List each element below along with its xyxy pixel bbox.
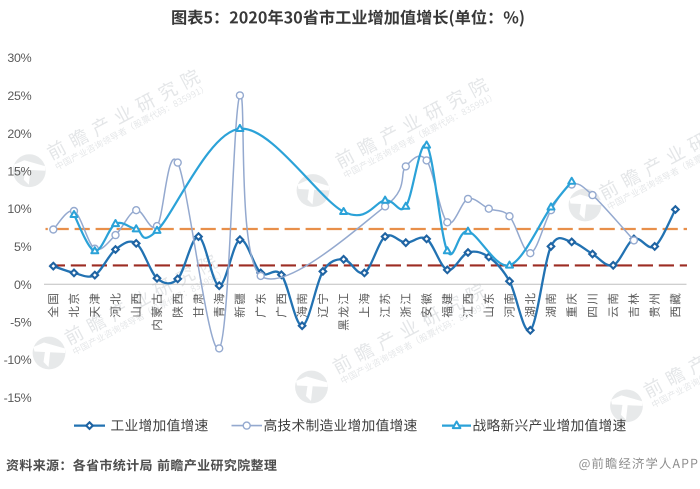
svg-text:20%: 20% (7, 127, 31, 141)
svg-text:25%: 25% (7, 89, 31, 103)
svg-text:15%: 15% (7, 165, 31, 179)
svg-text:10%: 10% (7, 202, 31, 216)
svg-text:0%: 0% (14, 278, 32, 292)
svg-text:-15%: -15% (4, 391, 32, 405)
svg-text:5%: 5% (14, 240, 32, 254)
svg-text:-10%: -10% (4, 353, 32, 367)
svg-text:-5%: -5% (10, 316, 31, 330)
svg-text:30%: 30% (7, 51, 31, 65)
